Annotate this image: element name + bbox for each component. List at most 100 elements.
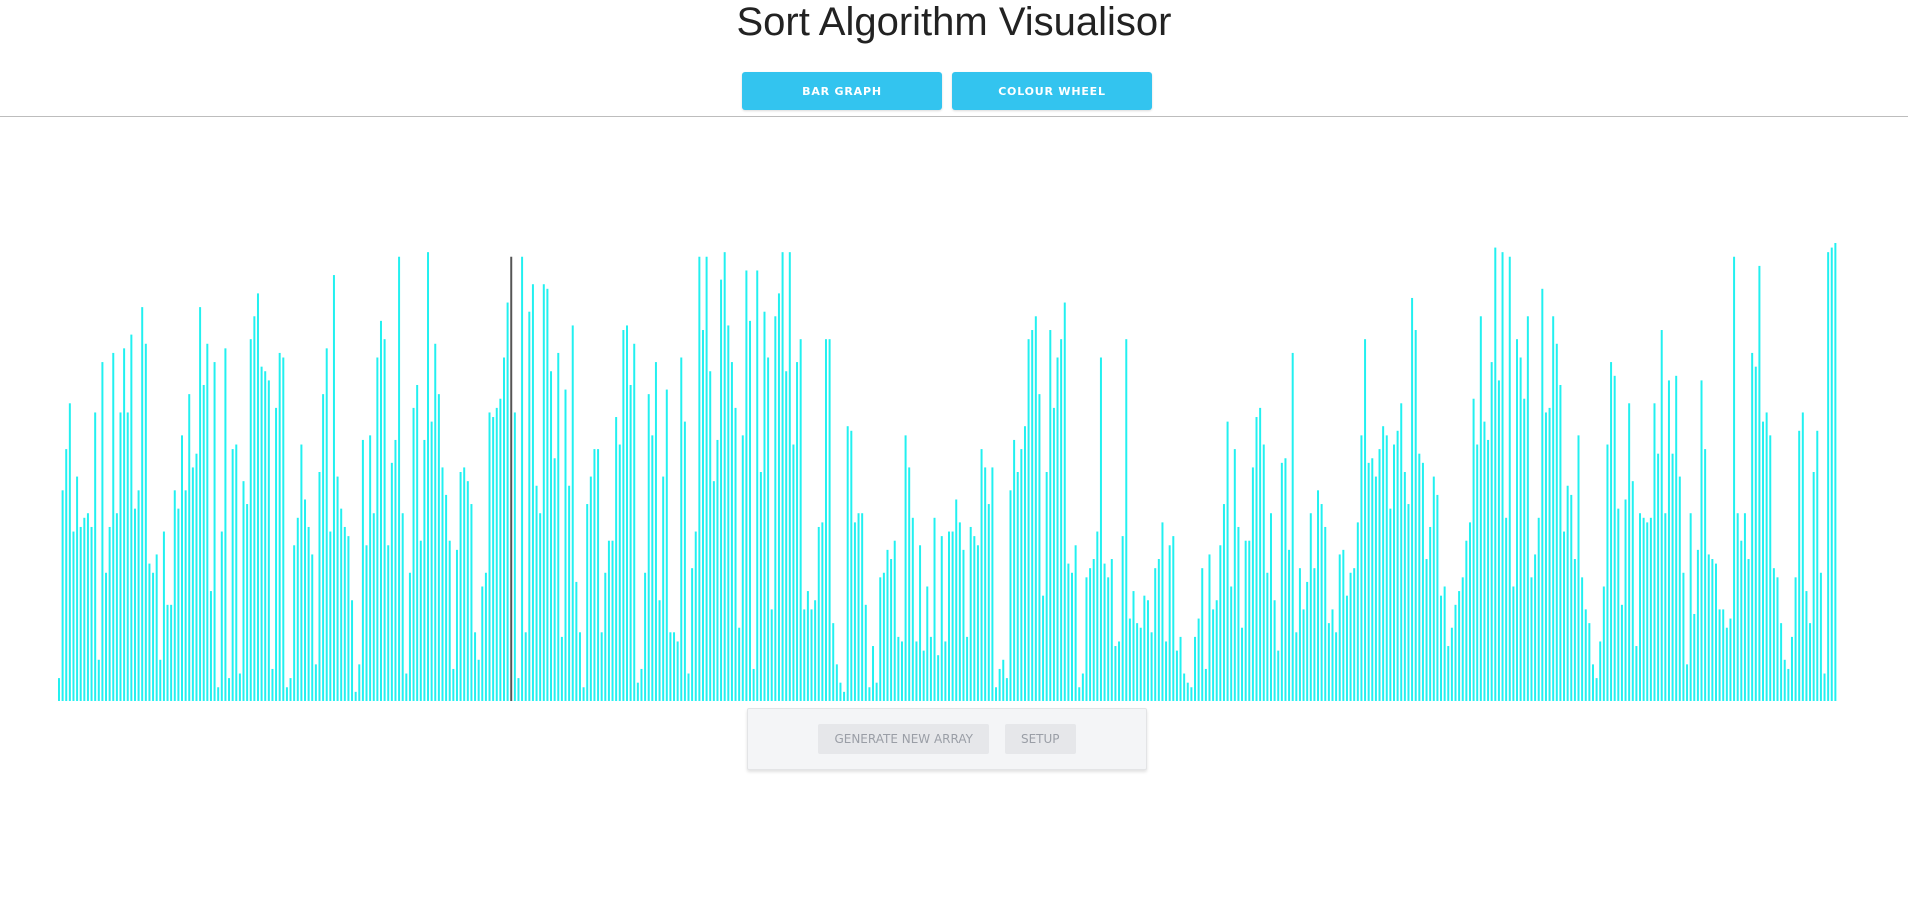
bar bbox=[857, 513, 860, 701]
bar bbox=[1208, 554, 1211, 701]
bar bbox=[238, 673, 241, 701]
bar bbox=[231, 449, 234, 701]
colour-wheel-button[interactable]: COLOUR WHEEL bbox=[952, 72, 1152, 110]
bar bbox=[564, 389, 567, 701]
bar bbox=[361, 439, 364, 701]
bar bbox=[770, 609, 773, 701]
bar bbox=[1729, 618, 1732, 701]
bar bbox=[1671, 453, 1674, 701]
bar bbox=[1306, 581, 1309, 701]
bar bbox=[557, 352, 560, 701]
setup-button[interactable]: SETUP bbox=[1004, 724, 1076, 754]
bar bbox=[1812, 472, 1815, 701]
bar bbox=[1146, 600, 1149, 701]
bar bbox=[1483, 421, 1486, 701]
bar bbox=[1624, 499, 1627, 701]
bar bbox=[1443, 586, 1446, 701]
bar bbox=[1714, 563, 1717, 701]
bar bbox=[1530, 577, 1533, 701]
bar bbox=[821, 522, 824, 701]
bar bbox=[1736, 513, 1739, 701]
bar bbox=[76, 476, 79, 701]
bar bbox=[296, 517, 299, 701]
bar bbox=[1418, 453, 1421, 701]
bar bbox=[235, 444, 238, 701]
bar bbox=[1313, 568, 1316, 701]
bar bbox=[1081, 673, 1084, 701]
bar bbox=[1407, 504, 1410, 701]
bar bbox=[973, 536, 976, 701]
bar bbox=[1733, 256, 1736, 701]
bar bbox=[940, 536, 943, 701]
bar bbox=[1353, 568, 1356, 701]
bar bbox=[463, 467, 466, 701]
bar bbox=[325, 348, 328, 701]
bar bbox=[759, 472, 762, 701]
bar bbox=[1262, 444, 1265, 701]
bar bbox=[448, 540, 451, 701]
bar bbox=[1476, 444, 1479, 701]
bar bbox=[1591, 664, 1594, 701]
bar bbox=[1092, 559, 1095, 701]
bar bbox=[1725, 627, 1728, 701]
bar bbox=[1454, 604, 1457, 701]
generate-new-array-button[interactable]: GENERATE NEW ARRAY bbox=[818, 724, 989, 754]
bar bbox=[1295, 632, 1298, 701]
bar bbox=[304, 499, 307, 701]
bar bbox=[1740, 540, 1743, 701]
bar bbox=[1707, 554, 1710, 701]
bar bbox=[242, 481, 245, 701]
bar bbox=[1078, 687, 1081, 701]
bar bbox=[1468, 522, 1471, 701]
bar bbox=[1830, 247, 1833, 701]
bar bbox=[86, 513, 89, 701]
bar bbox=[1154, 568, 1157, 701]
bar bbox=[1613, 375, 1616, 701]
bar bbox=[799, 339, 802, 701]
bar bbox=[806, 591, 809, 701]
bar bbox=[419, 540, 422, 701]
bar bbox=[293, 545, 296, 701]
bar bbox=[1508, 256, 1511, 701]
bar bbox=[749, 320, 752, 701]
bar bbox=[1577, 435, 1580, 701]
bar bbox=[1222, 504, 1225, 701]
bar bbox=[1512, 586, 1515, 701]
bar bbox=[434, 343, 437, 701]
bar bbox=[687, 673, 690, 701]
bar bbox=[1762, 421, 1765, 701]
bar bbox=[1201, 568, 1204, 701]
bar bbox=[79, 526, 82, 701]
bar bbox=[1165, 641, 1168, 701]
bar bbox=[1089, 568, 1092, 701]
bar bbox=[459, 472, 462, 701]
bar bbox=[358, 664, 361, 701]
bar bbox=[195, 453, 198, 701]
bar bbox=[604, 572, 607, 701]
bar bbox=[1490, 362, 1493, 701]
bar bbox=[962, 549, 965, 701]
bar bbox=[626, 325, 628, 701]
bar bbox=[781, 252, 784, 701]
bar bbox=[1280, 462, 1283, 701]
bar bbox=[1678, 476, 1681, 701]
bar bbox=[1197, 618, 1200, 701]
bar-graph-button[interactable]: BAR GRAPH bbox=[742, 72, 942, 110]
bar bbox=[108, 526, 111, 701]
bar bbox=[658, 600, 661, 701]
bar bbox=[1360, 435, 1363, 701]
bar bbox=[788, 252, 791, 701]
bar bbox=[1331, 609, 1334, 701]
bar bbox=[723, 252, 726, 701]
bar bbox=[188, 394, 191, 701]
bar bbox=[1421, 462, 1424, 701]
bar bbox=[372, 513, 375, 701]
bar bbox=[535, 485, 538, 701]
bar bbox=[1447, 646, 1450, 701]
bar bbox=[412, 407, 415, 701]
page-title: Sort Algorithm Visualisor bbox=[736, 0, 1172, 44]
bar bbox=[506, 302, 509, 701]
bar bbox=[90, 526, 93, 701]
bar bbox=[1751, 352, 1754, 701]
bar bbox=[423, 439, 426, 701]
